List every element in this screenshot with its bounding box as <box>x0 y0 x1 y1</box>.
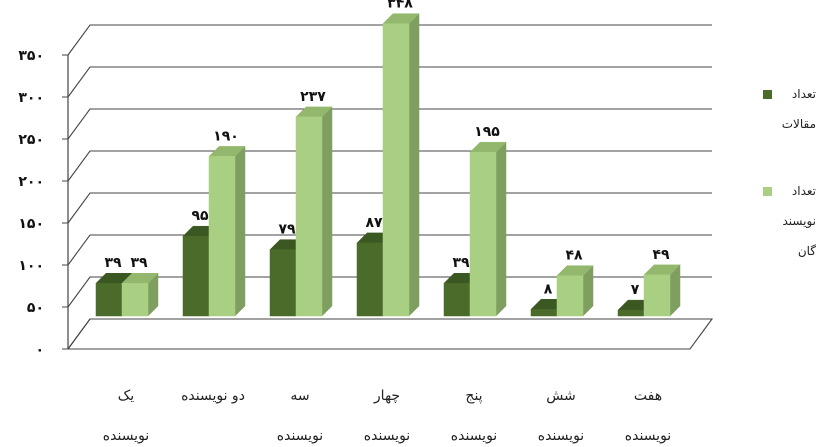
bar <box>269 249 297 317</box>
bar <box>643 274 671 317</box>
data-label: ۸۷ <box>365 215 383 231</box>
bar <box>95 282 123 317</box>
data-label: ۷ <box>631 282 640 298</box>
data-label: ۳۹ <box>452 255 470 271</box>
y-tick-label: ۱۰۰ <box>18 258 44 274</box>
gridline <box>67 24 712 56</box>
ticks-layer: ۰ ۵۰ ۱۰۰ ۱۵۰ ۲۰۰ ۲۵۰ ۳۰۰ ۳۵۰ <box>18 48 68 358</box>
data-label: ۸ <box>544 281 553 297</box>
category-label: هفت <box>634 388 662 404</box>
category-label: نویسنده <box>364 428 410 444</box>
y-tick-label: ۲۵۰ <box>18 132 44 148</box>
data-label: ۱۹۵ <box>474 124 500 140</box>
legend-label: نویسند <box>782 214 816 229</box>
data-label: ۳۹ <box>104 255 122 271</box>
legend-label: گان <box>798 244 816 258</box>
legend-swatch <box>763 187 772 196</box>
gridline <box>67 108 712 140</box>
y-tick-label: ۳۵۰ <box>18 48 44 64</box>
bar <box>469 151 497 317</box>
bar-side <box>408 13 420 317</box>
legend-layer: تعداد مقالات تعداد نویسند گان <box>763 87 816 258</box>
category-label: پنج <box>465 388 482 404</box>
bar-side <box>234 145 246 317</box>
bar <box>556 275 584 317</box>
bar <box>617 309 645 317</box>
gridline <box>67 66 712 98</box>
y-tick-label: ۰ <box>35 342 44 358</box>
cats-layer: یک نویسنده دو نویسنده سه نویسنده چهار نویسنده پ… <box>103 388 671 444</box>
category-label: شش <box>546 388 576 404</box>
bar <box>382 23 410 317</box>
bar <box>182 235 210 317</box>
chart-floor <box>66 318 714 350</box>
data-label: ۴۸ <box>565 248 583 264</box>
bar <box>530 309 558 317</box>
bar <box>208 156 236 317</box>
category-label: نویسنده <box>538 428 584 444</box>
bars-layer: ۳۹ ۳۹ ۹۵ ۱۹۰ ۷۹ ۲۳۷ ۸۷ ۳۴۸ ۳۹ ۱۹۵ ۸ ۴۸ ۷ ۴۹ <box>95 0 681 317</box>
data-label: ۹۵ <box>191 208 209 224</box>
category-label: چهار <box>373 388 400 404</box>
bar <box>443 282 471 317</box>
gridline <box>67 318 712 350</box>
y-tick-label: ۲۰۰ <box>18 174 44 190</box>
category-label: نویسنده <box>103 428 149 444</box>
legend-label: تعداد <box>792 184 816 198</box>
y-tick-label: ۵۰ <box>27 300 44 316</box>
category-label: نویسنده <box>277 428 323 444</box>
data-label: ۴۹ <box>652 247 670 263</box>
bar <box>356 242 384 317</box>
legend-swatch <box>763 90 772 99</box>
axis-layer <box>66 55 714 350</box>
bar-side <box>495 141 507 317</box>
bar <box>121 282 149 317</box>
y-tick-label: ۳۰۰ <box>18 90 44 106</box>
category-label: دو نویسنده <box>181 388 245 404</box>
category-label: نویسنده <box>625 428 671 444</box>
data-label: ۷۹ <box>278 222 296 238</box>
data-label: ۲۳۷ <box>300 89 326 105</box>
legend-label: مقالات <box>782 117 816 131</box>
category-label: یک <box>118 388 135 404</box>
data-label: ۳۴۸ <box>387 0 413 12</box>
data-label: ۳۹ <box>130 255 148 271</box>
grid-layer <box>67 24 712 350</box>
data-label: ۱۹۰ <box>213 128 239 144</box>
bar-side <box>321 106 333 317</box>
category-label: سه <box>290 388 309 404</box>
bar <box>295 116 323 317</box>
category-label: نویسنده <box>451 428 497 444</box>
legend-label: تعداد <box>792 87 816 101</box>
y-tick-label: ۱۵۰ <box>18 216 44 232</box>
